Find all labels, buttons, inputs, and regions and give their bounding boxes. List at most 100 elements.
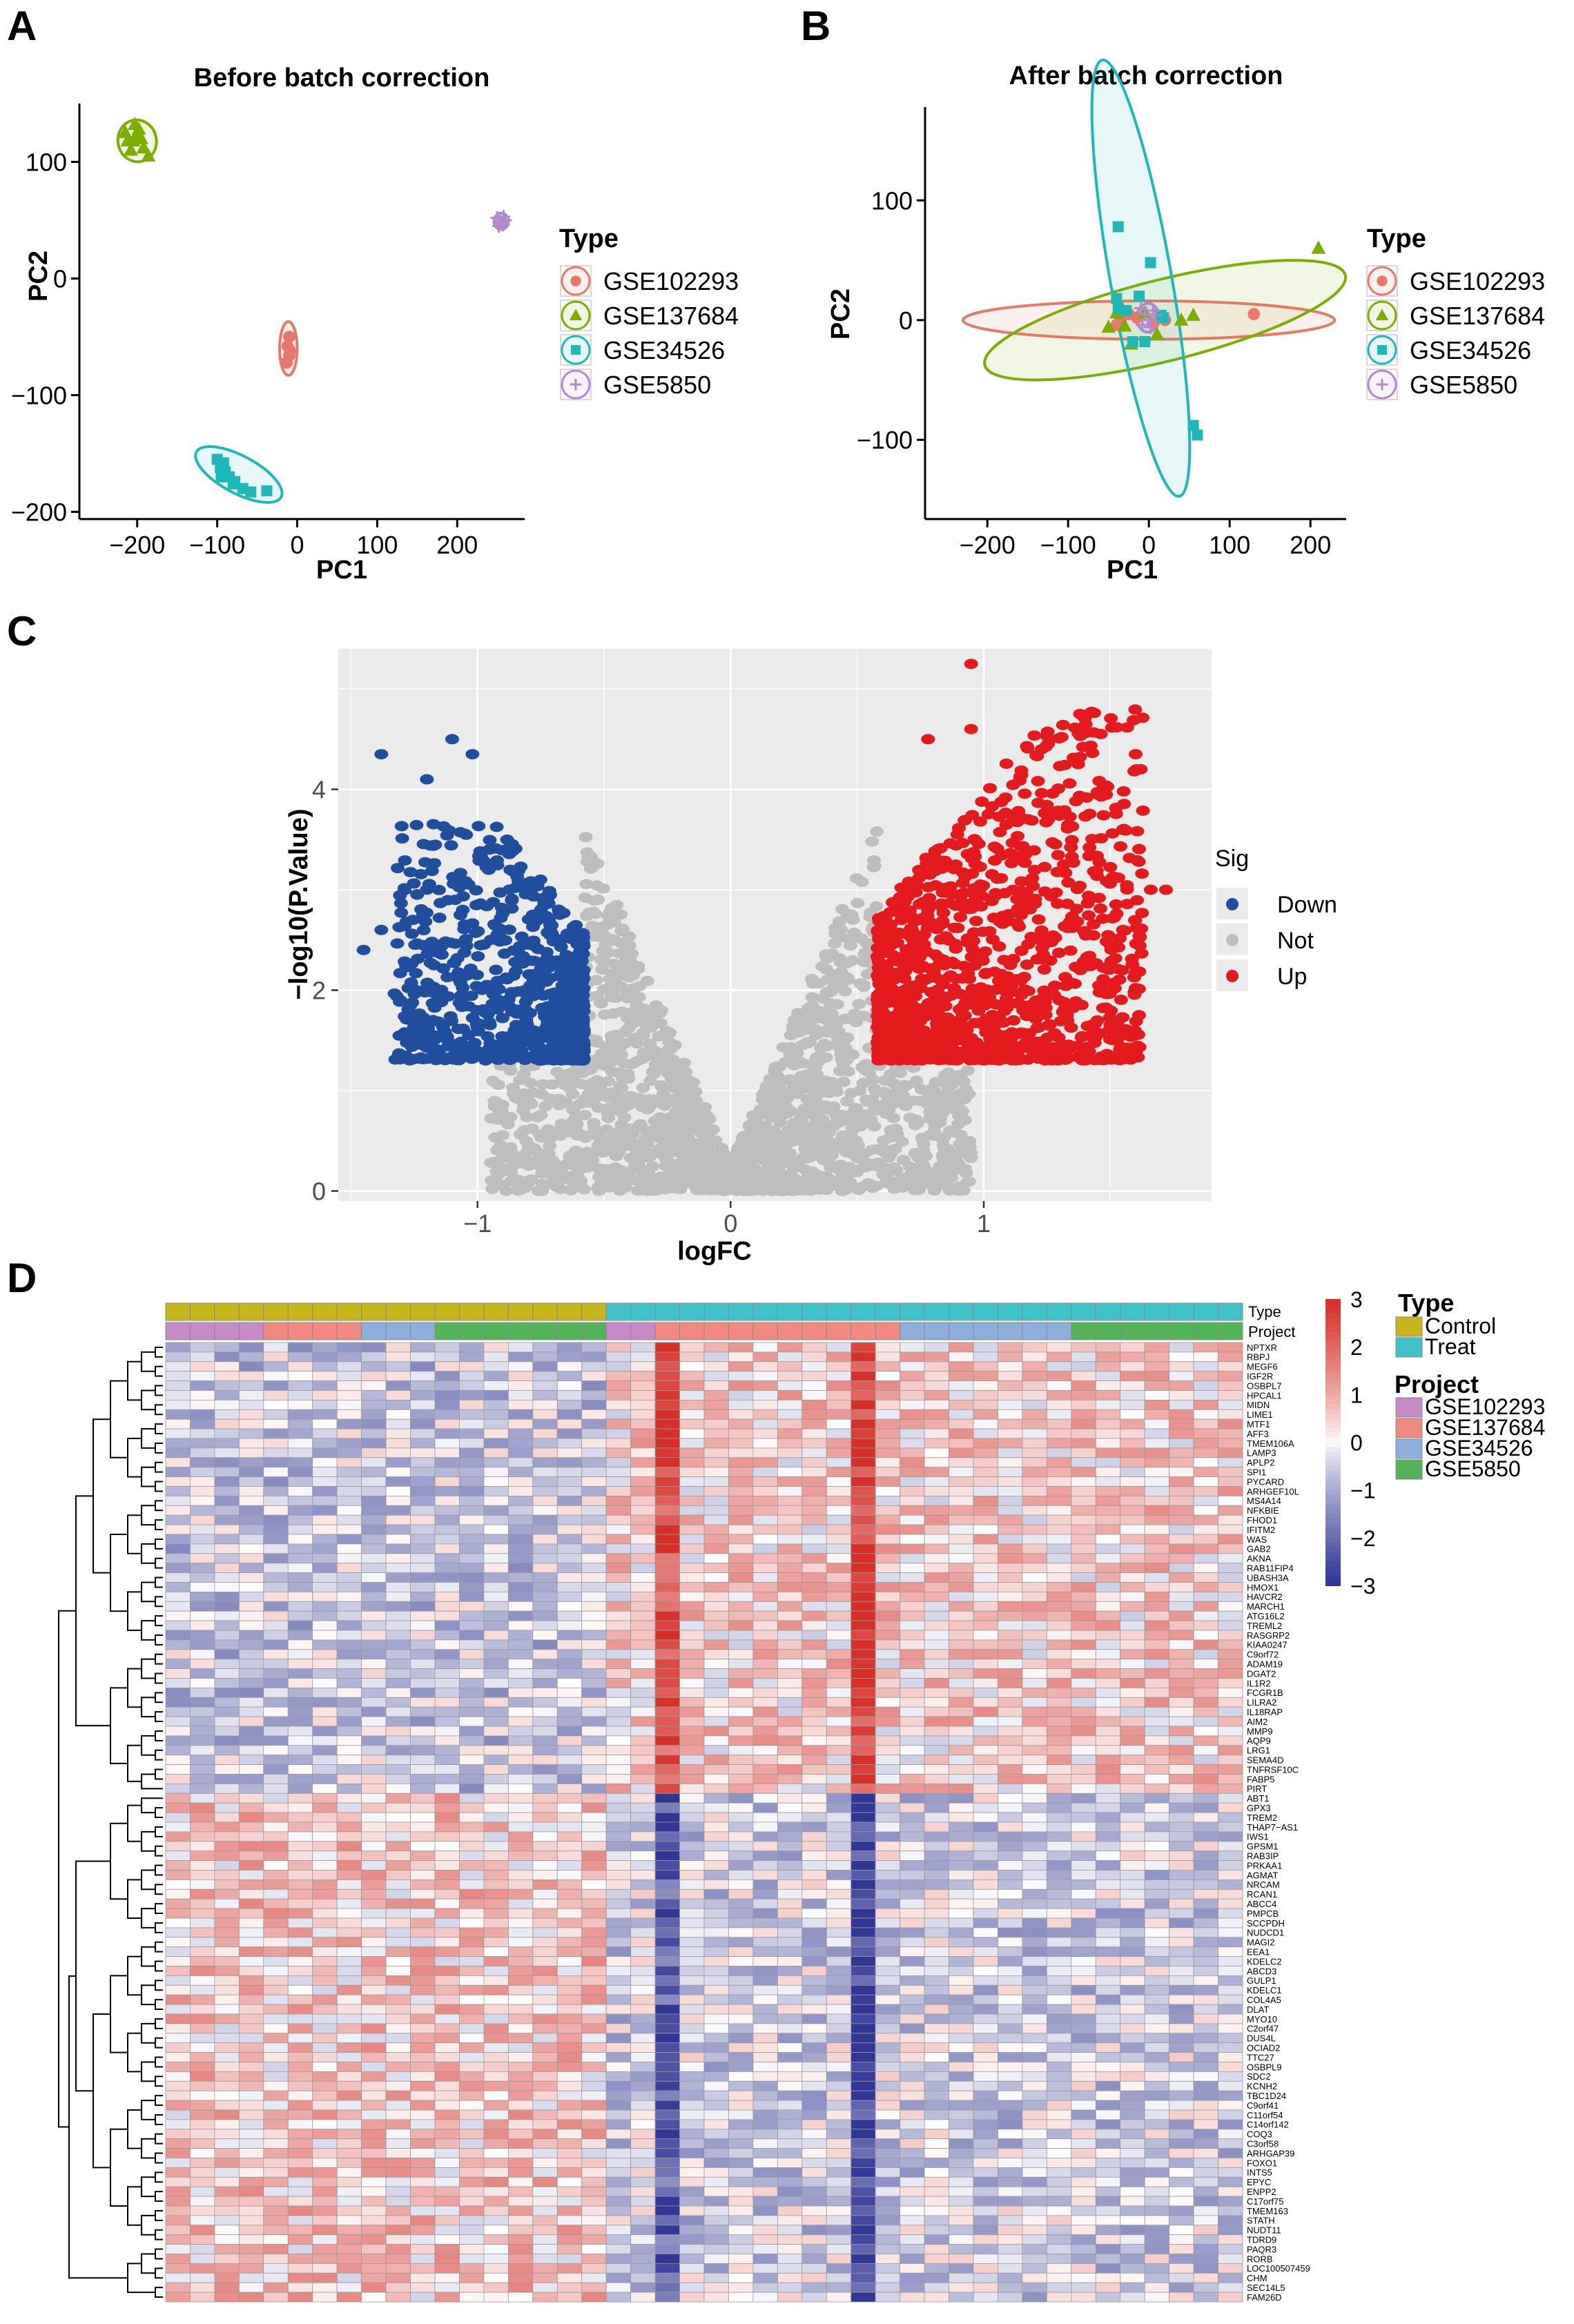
heatmap-cell [801,1371,827,1381]
heatmap-cell [1193,1409,1218,1420]
heatmap-cell [777,1467,803,1477]
heatmap-cell [728,1563,754,1573]
heatmap-cell [1169,1543,1194,1554]
chart-b-point-gse137684 [1174,312,1189,326]
heatmap-cell [434,1351,460,1363]
heatmap-cell [336,1418,362,1429]
heatmap-cell [924,1486,949,1496]
chart-c-point-up [1083,740,1098,751]
heatmap-cell [1144,1486,1170,1496]
heatmap-cell [287,1524,313,1535]
chart-c-point-not [942,1185,957,1196]
heatmap-cell [851,1534,876,1545]
chart-c-point-not [726,1155,740,1166]
chart-c-point-not [719,1165,733,1176]
heatmap-cell [752,1553,778,1564]
heatmap-cell [630,1495,656,1506]
chart-b-y-tick-label: 0 [899,306,913,335]
heatmap-cell [214,1563,240,1573]
chart-c-point-not [532,1129,547,1140]
heatmap-project-cell [434,1322,460,1340]
heatmap-cell [214,1342,240,1353]
heatmap-cell [336,1514,362,1525]
chart-c-point-up [1087,866,1101,877]
heatmap-cell [483,1543,509,1554]
chart-c-point-up [993,827,1007,838]
chart-c-point-not [686,1077,701,1088]
chart-c-point-not [861,1160,875,1171]
heatmap-cell [703,1476,729,1487]
chart-c-point-down [483,834,497,846]
heatmap-cell [1046,1524,1072,1535]
heatmap-cell [973,1486,998,1496]
chart-c-point-up [1069,961,1083,973]
heatmap-cell [1193,1534,1218,1545]
heatmap-cell [1022,1447,1047,1458]
chart-c-point-not [857,957,872,968]
chart-c-point-down [490,975,505,986]
heatmap-cell [851,1543,876,1554]
chart-b-x-tick-label: 200 [1290,531,1331,559]
chart-a-point-gse137684 [141,148,156,162]
chart-c-point-not [709,1148,723,1159]
chart-b-point-gse5850 [1148,309,1163,322]
chart-c-point-not [897,1173,912,1184]
heatmap-cell [483,1486,509,1496]
heatmap-cell [949,1342,974,1353]
heatmap-cell [556,1400,583,1410]
chart-c-point-down [507,1025,522,1036]
heatmap-cell [1046,1476,1072,1487]
chart-b-point-gse137684 [1311,240,1326,254]
heatmap-cell [1022,1418,1047,1429]
heatmap-cell [752,1467,778,1477]
chart-c-point-not [822,1087,837,1098]
chart-c-point-not [573,1098,587,1109]
chart-b-point-gse34526 [1111,293,1123,304]
heatmap-cell [1193,1447,1218,1458]
heatmap-cell [410,1467,436,1477]
heatmap-project-cell [1193,1322,1219,1340]
chart-c-point-up [1037,964,1051,975]
chart-c-point-down [420,1053,435,1064]
heatmap-cell [165,1457,191,1468]
heatmap-cell [752,1390,778,1400]
chart-c-point-not [671,1092,686,1103]
chart-c-point-not [591,1102,605,1113]
heatmap-project-cell [1120,1322,1145,1340]
chart-a-point-gse34526 [227,478,239,489]
heatmap-cell [752,1486,778,1496]
heatmap-project-cell [777,1322,803,1340]
heatmap-cell [556,1524,583,1535]
chart-c-point-down [409,819,424,830]
chart-c-point-not [868,1102,882,1113]
chart-c-point-down [512,876,526,887]
heatmap-cell [434,1390,460,1400]
heatmap-cell [1120,1342,1145,1353]
heatmap-cell [1193,1514,1218,1525]
chart-b-title: After batch correction [1009,61,1283,90]
heatmap-cell [1193,1428,1218,1439]
heatmap-cell [263,1361,289,1372]
heatmap-cell [385,1495,411,1506]
chart-c-point-not [909,1075,924,1086]
heatmap-cell [851,1563,876,1573]
heatmap-cell [556,1438,583,1449]
chart-c-point-not [913,1166,928,1177]
heatmap-cell [410,1390,436,1400]
heatmap-cell [630,1418,656,1429]
heatmap-cell [214,1361,240,1372]
chart-c-point-not [609,1133,623,1144]
chart-c-point-not [929,1077,943,1088]
heatmap-cell [238,1351,264,1363]
chart-c-point-not [835,904,850,915]
chart-c-point-up [1091,790,1106,801]
heatmap-cell [312,1486,338,1496]
chart-c-point-up [887,986,902,997]
heatmap-cell [875,1514,901,1525]
chart-c-point-not [610,899,624,910]
chart-c-point-up [877,944,892,955]
chart-c-point-not [953,1129,968,1140]
heatmap-cell [263,1524,289,1535]
heatmap-type-cell [924,1302,950,1321]
